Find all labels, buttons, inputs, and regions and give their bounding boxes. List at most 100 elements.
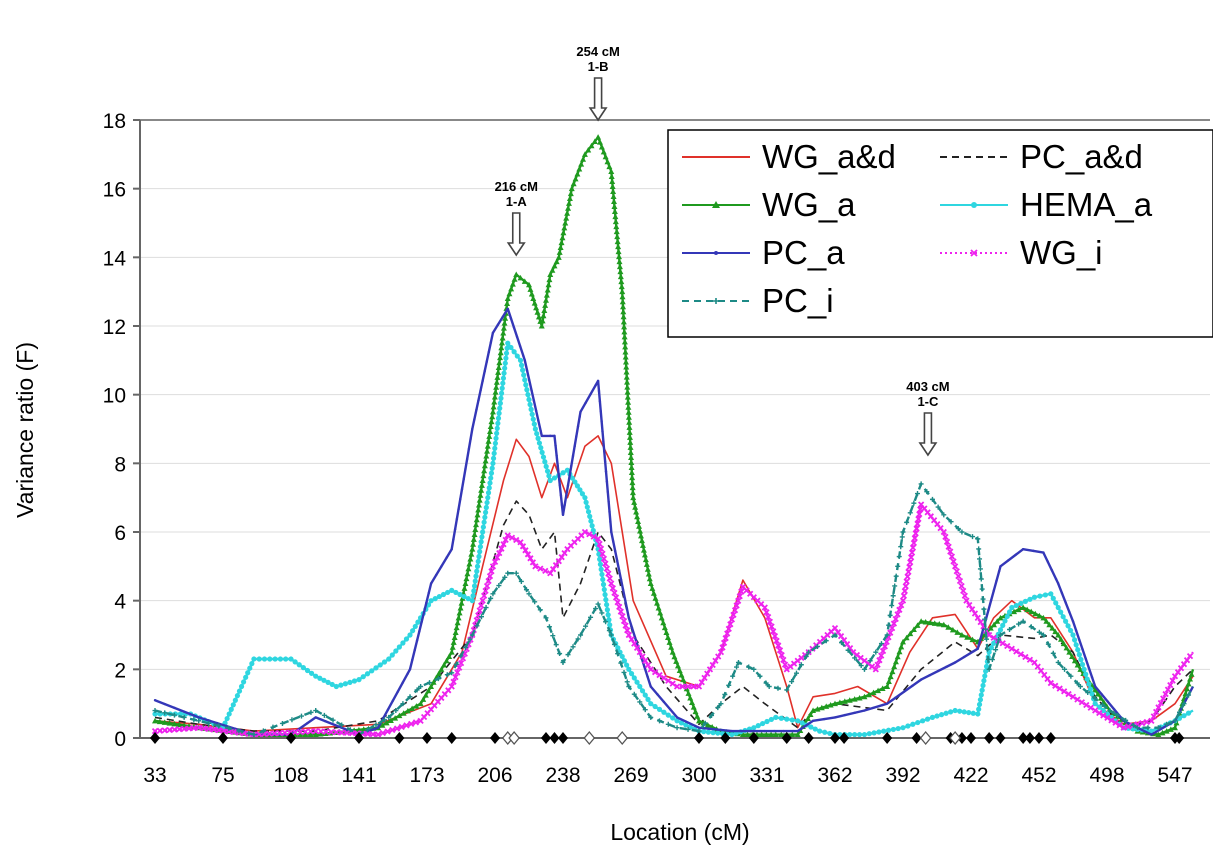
series-point [629, 489, 636, 496]
series-point [304, 667, 311, 674]
series-point [1066, 649, 1073, 655]
series-point [478, 602, 485, 609]
series-point [393, 725, 401, 732]
series-point [666, 639, 673, 645]
annotation-label-id: 1-B [588, 59, 609, 74]
series-point [369, 668, 375, 674]
series-point [900, 638, 906, 645]
series-point [553, 258, 560, 265]
series-point [950, 558, 957, 565]
series-point [675, 716, 679, 719]
series-point [722, 692, 728, 698]
peak-annotations: 216 cM1-A 254 cM1-B 403 cM1-C [495, 44, 950, 457]
series-point [733, 602, 740, 609]
series-point [627, 449, 634, 455]
series-point [746, 664, 752, 670]
series-point [486, 428, 493, 434]
series-point [757, 673, 763, 679]
series-point [585, 147, 592, 153]
series-point [1081, 648, 1084, 651]
series-point [710, 730, 716, 736]
series-point [481, 467, 488, 474]
series-point [498, 545, 505, 552]
series-point [1040, 632, 1046, 638]
series-point [641, 551, 648, 558]
series-point [761, 604, 768, 611]
series-point [929, 496, 935, 502]
series-point [457, 591, 463, 598]
series-point [491, 331, 495, 335]
series-point [621, 328, 628, 335]
series-point [1073, 642, 1079, 648]
series-point [1006, 609, 1013, 615]
series-point [978, 692, 984, 698]
series-point [557, 474, 560, 477]
series-point [715, 705, 721, 711]
series-point [621, 669, 627, 675]
series-point [572, 175, 579, 182]
series-point [456, 609, 463, 616]
series-point [473, 521, 480, 528]
series-point [624, 379, 631, 385]
series-point [609, 585, 616, 592]
series-point [393, 708, 399, 714]
series-point [479, 389, 482, 392]
series-point [489, 408, 496, 415]
series-point [351, 678, 358, 684]
series-point [482, 514, 488, 520]
series-point [176, 726, 183, 733]
series-point [894, 696, 897, 699]
series-point [557, 651, 563, 657]
series-point [504, 532, 511, 539]
legend-swatch-marker [970, 249, 978, 257]
series-point [1071, 657, 1078, 664]
x-tick-label: 238 [545, 764, 580, 787]
series-point [739, 731, 746, 738]
series-point [803, 653, 809, 659]
series-point [565, 494, 568, 497]
series-point [1100, 712, 1107, 719]
locus-marker-filled [541, 732, 551, 744]
series-point [435, 573, 438, 577]
series-point [494, 425, 500, 431]
series-point [990, 634, 997, 641]
series-point [277, 656, 284, 662]
series-point [1177, 709, 1183, 715]
series-point [903, 578, 910, 585]
series-point [983, 663, 990, 670]
series-point [1074, 680, 1080, 686]
series-point [1112, 708, 1116, 711]
series-point [866, 691, 872, 698]
series-point [1089, 691, 1095, 697]
series-point [1009, 604, 1015, 611]
series-point [339, 722, 345, 728]
series-point [500, 330, 507, 336]
series-point [379, 729, 386, 737]
legend-label: WG_i [1020, 234, 1103, 271]
series-point [470, 593, 476, 599]
series-point [539, 317, 546, 324]
series-point [789, 731, 796, 738]
series-point [1042, 551, 1045, 554]
series-point [400, 640, 406, 646]
series-point [546, 276, 553, 283]
series-point [226, 725, 232, 731]
series-point [500, 325, 507, 331]
series-point [725, 625, 732, 633]
series-point [658, 614, 665, 621]
series-point [386, 656, 392, 662]
series-point [856, 694, 863, 701]
series-point [1036, 612, 1043, 619]
series-point [902, 583, 909, 590]
series-point [474, 511, 481, 518]
series-point [413, 703, 420, 709]
series-point [453, 527, 457, 531]
series-point [551, 475, 558, 481]
series-point [919, 678, 923, 681]
series-point [619, 288, 626, 295]
series-point [1060, 614, 1066, 620]
series-point [476, 497, 483, 503]
series-point [1078, 656, 1084, 663]
series-point [770, 628, 777, 635]
series-point [627, 439, 634, 445]
